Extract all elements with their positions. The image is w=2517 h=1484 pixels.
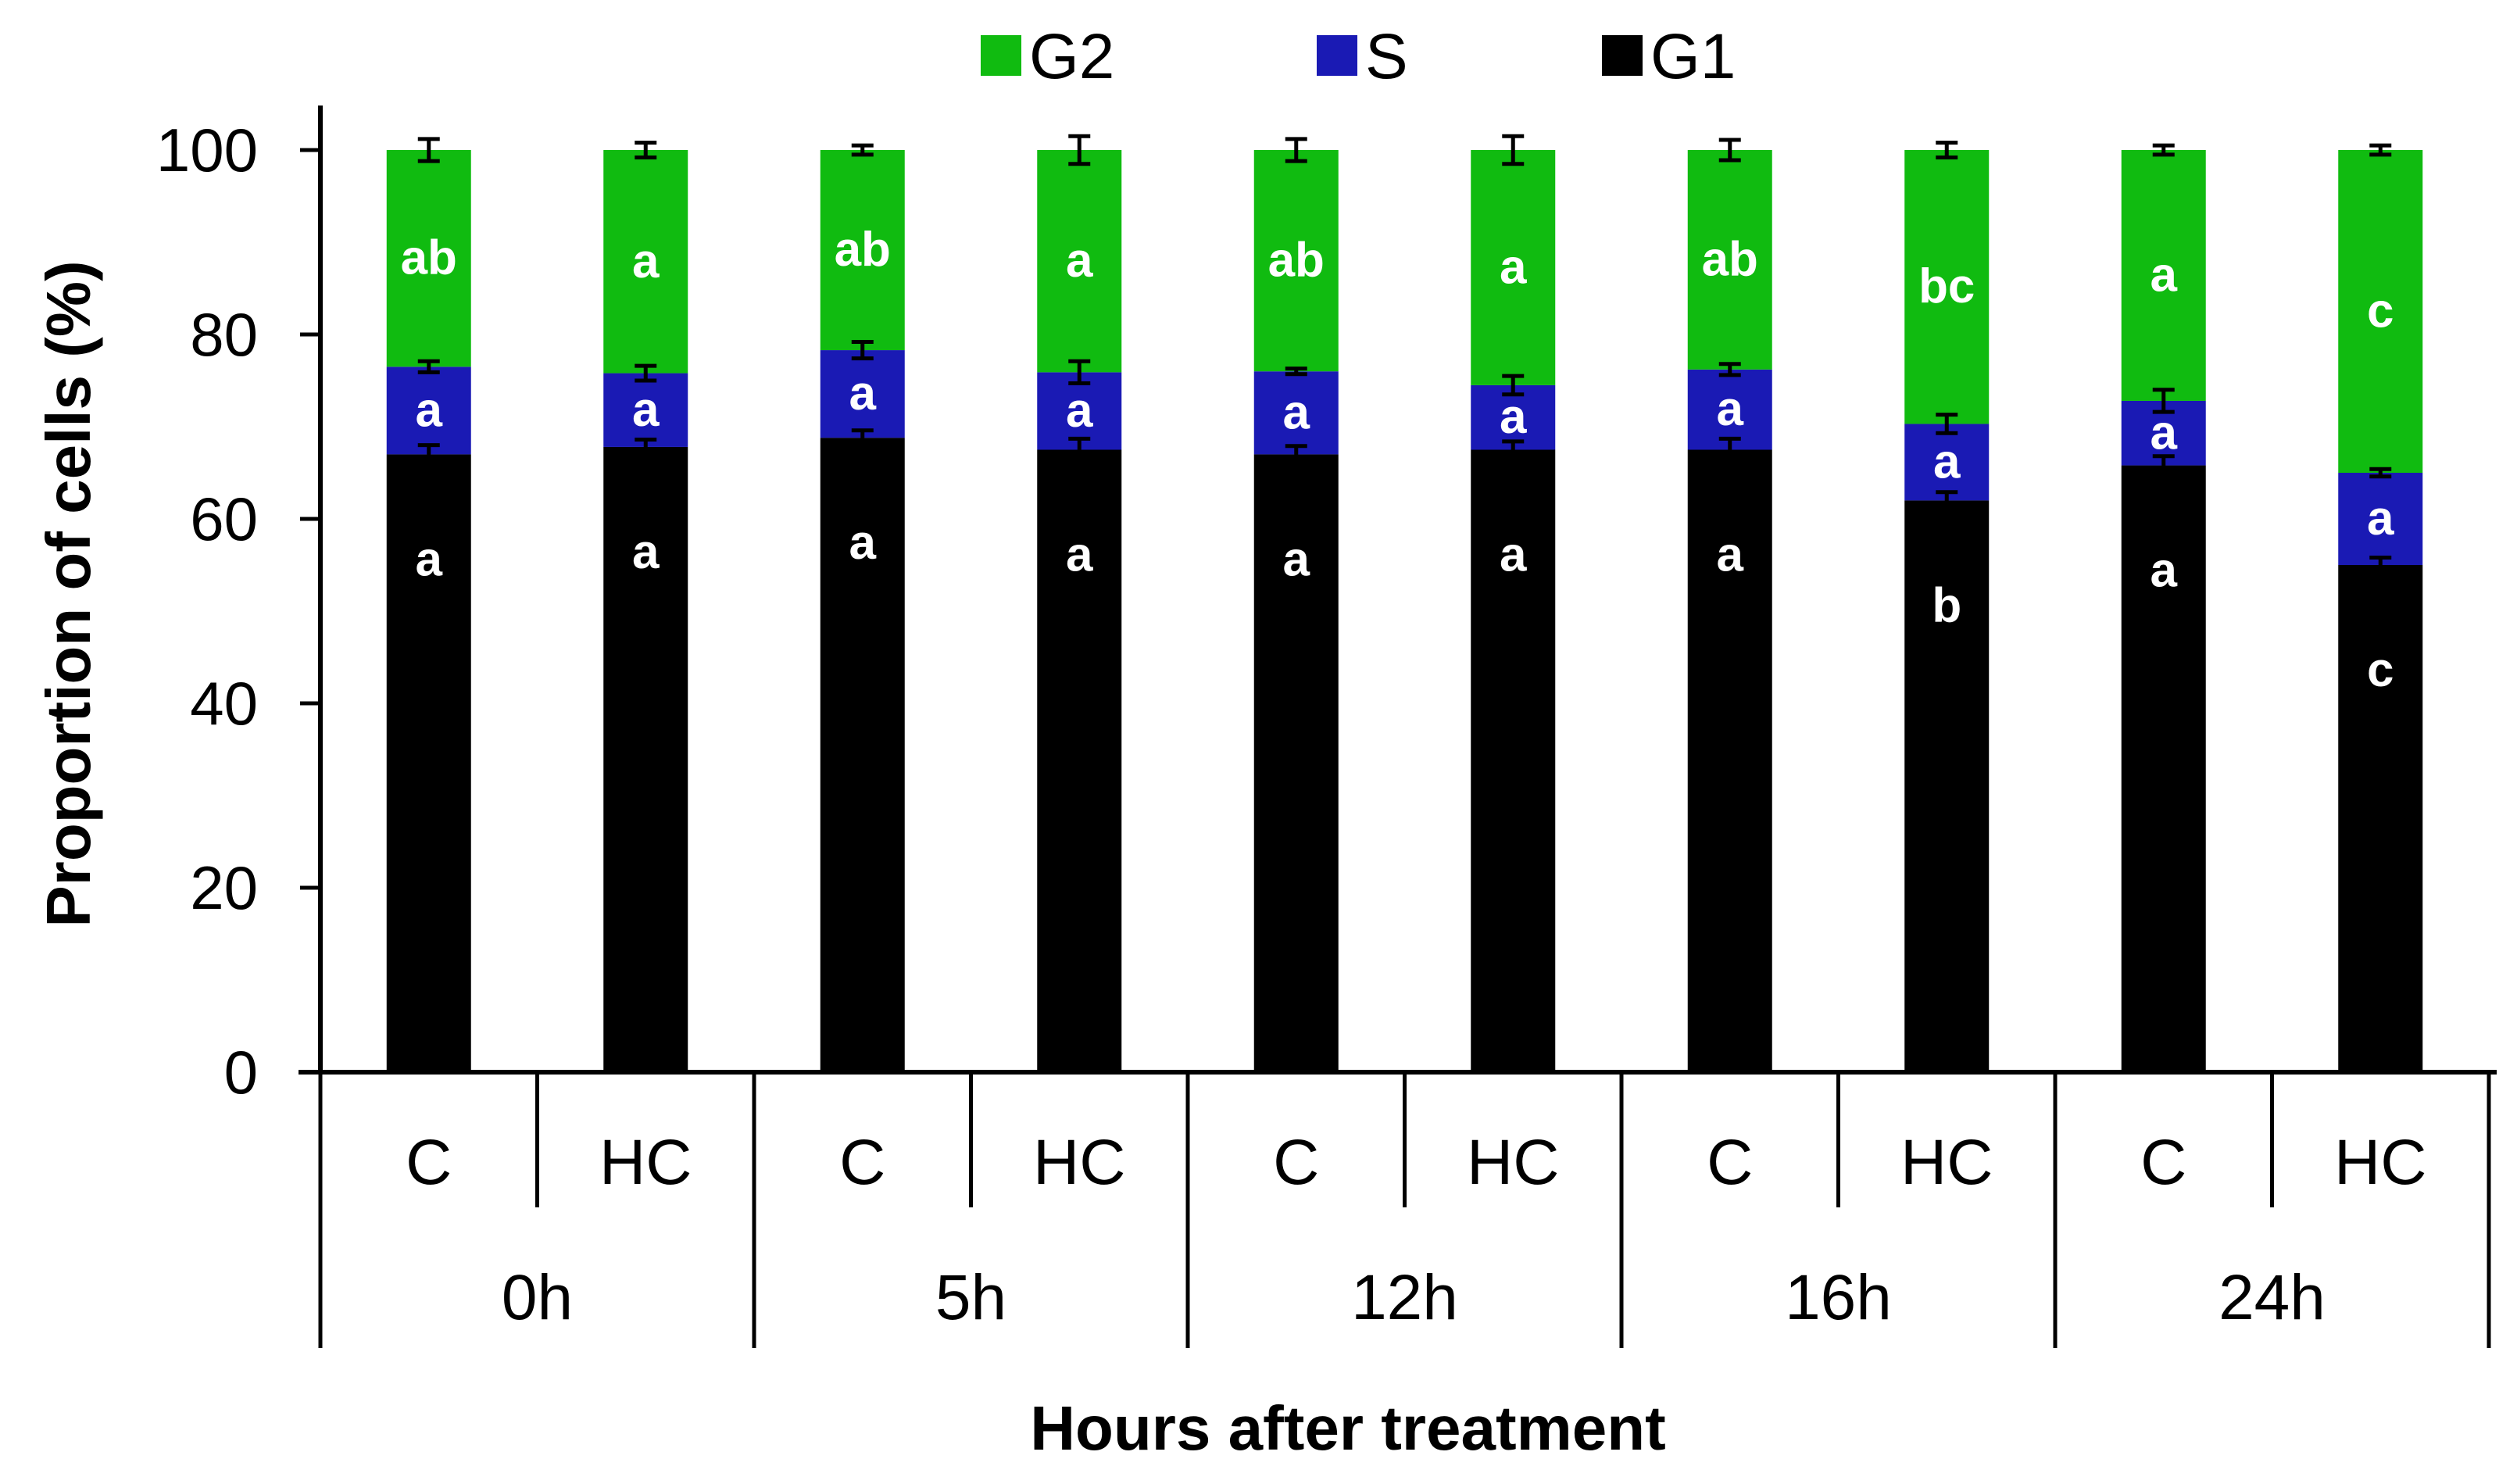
bar-segment-g2 (820, 150, 905, 351)
y-tick-label: 20 (190, 853, 258, 922)
significance-label-s: a (416, 383, 443, 437)
significance-label-g1: c (2367, 643, 2394, 697)
bar-segment-g2 (2121, 150, 2206, 401)
significance-label-g2: a (1500, 240, 1527, 294)
significance-label-s: a (1933, 434, 1961, 488)
significance-label-s: a (632, 383, 660, 437)
legend-label-g1: G1 (1650, 21, 1736, 92)
bar-segment-g1 (2338, 565, 2423, 1072)
bar-segment-g2 (386, 150, 471, 367)
bars: a a ab a a a a a ab a a a a a ab a a a a a ab b a bc a a a c a c (386, 134, 2423, 1072)
significance-label-g1: a (1500, 528, 1527, 582)
legend: G2 S G1 (981, 21, 1736, 92)
bar-segment-g2 (2338, 150, 2423, 473)
bar-segment-g2 (1253, 150, 1339, 372)
legend-swatch-g1 (1602, 35, 1643, 76)
category-label: HC (599, 1127, 692, 1198)
bar-segment-g2 (1904, 150, 1990, 424)
bar-segment-s (1687, 369, 1772, 450)
bar-segment-s (603, 373, 688, 447)
significance-label-g1: a (849, 516, 877, 570)
legend-swatch-s (1317, 35, 1357, 76)
y-tick-label: 80 (190, 300, 258, 369)
category-label: HC (1467, 1127, 1559, 1198)
category-axis: C HC C HC C HC C HC C HC 0h 5h 12h 16h 24h (318, 1072, 2491, 1348)
significance-label-g1: a (416, 532, 443, 586)
significance-label-s: a (1500, 390, 1527, 444)
group-label: 5h (935, 1262, 1006, 1333)
significance-label-s: a (2367, 492, 2394, 545)
legend-swatch-g2 (981, 35, 1021, 76)
bar-segment-g1 (1253, 454, 1339, 1072)
category-label: HC (2334, 1127, 2426, 1198)
bar-segment-g1 (820, 438, 905, 1072)
category-label: C (839, 1127, 885, 1198)
significance-label-g1: a (1717, 528, 1744, 582)
significance-label-g1: a (1066, 528, 1093, 582)
y-axis-title: Proportion of cells (%) (34, 260, 103, 927)
significance-label-g2: ab (1702, 232, 1758, 286)
significance-label-s: a (1283, 385, 1310, 439)
category-label: C (1707, 1127, 1753, 1198)
y-tick-label: 0 (224, 1038, 258, 1107)
y-tick-label: 100 (156, 116, 258, 184)
group-label: 0h (502, 1262, 573, 1333)
significance-label-g1: a (632, 525, 660, 579)
significance-label-g1: a (1283, 532, 1310, 586)
bar-segment-s (2338, 473, 2423, 565)
y-tick-label: 60 (190, 485, 258, 553)
bar-segment-g1 (603, 446, 688, 1072)
bar-segment-g1 (1471, 449, 1556, 1072)
significance-label-g2: c (2367, 284, 2394, 338)
bar-segment-g1 (1037, 449, 1122, 1072)
significance-label-g1: b (1932, 578, 1961, 632)
bar-segment-g2 (1037, 150, 1122, 373)
legend-label-g2: G2 (1029, 21, 1114, 92)
significance-label-s: a (1066, 384, 1093, 438)
significance-label-g2: bc (1918, 259, 1975, 313)
y-tick-label: 40 (190, 669, 258, 738)
bar-segment-s (820, 350, 905, 438)
category-label: C (2140, 1127, 2186, 1198)
group-label: 24h (2218, 1262, 2326, 1333)
axes (299, 105, 2497, 1075)
bar-segment-g2 (1687, 150, 1772, 370)
significance-label-s: a (1717, 382, 1744, 436)
y-ticks: 0 20 40 60 80 100 (156, 116, 320, 1107)
significance-label-g2: ab (835, 223, 891, 277)
significance-label-s: a (2151, 406, 2178, 460)
category-label: C (1273, 1127, 1319, 1198)
legend-label-s: S (1365, 21, 1408, 92)
bar-segment-g2 (1471, 150, 1556, 385)
group-label: 16h (1785, 1262, 1892, 1333)
group-label: 12h (1351, 1262, 1458, 1333)
category-label: HC (1033, 1127, 1125, 1198)
bar-segment-g2 (603, 150, 688, 374)
bar-segment-s (386, 367, 471, 455)
bar-segment-g1 (1904, 500, 1990, 1072)
bar-segment-g1 (1687, 449, 1772, 1072)
bar-segment-s (1253, 371, 1339, 455)
bar-segment-s (1904, 424, 1990, 501)
significance-label-g2: a (1066, 234, 1093, 288)
significance-label-g2: a (2151, 248, 2178, 302)
significance-label-g2: ab (401, 231, 457, 285)
x-axis-title: Hours after treatment (1030, 1393, 1666, 1463)
bar-segment-g1 (386, 454, 471, 1072)
category-label: C (406, 1127, 452, 1198)
significance-label-s: a (849, 367, 877, 420)
significance-label-g1: a (2151, 544, 2178, 598)
bar-segment-g1 (2121, 465, 2206, 1072)
category-label: HC (1900, 1127, 1993, 1198)
significance-label-g2: a (632, 234, 660, 288)
significance-label-g2: ab (1268, 234, 1325, 288)
